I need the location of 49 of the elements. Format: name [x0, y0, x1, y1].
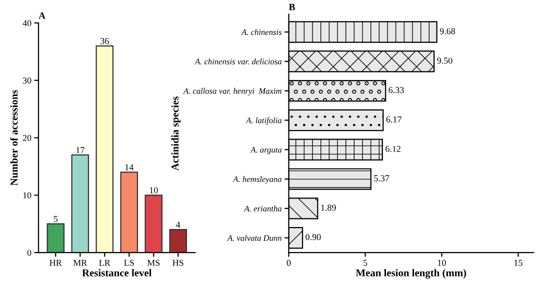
x-axis-title: Resistance level	[82, 269, 152, 276]
data-label: 10	[150, 187, 158, 194]
y-tick-label: 20	[22, 134, 32, 141]
y-tick-label: 10	[23, 192, 32, 198]
chart-title: B	[288, 4, 295, 10]
x-tick-label: HR	[50, 260, 62, 266]
y-tick-label: A. chinensis	[241, 29, 282, 36]
bar	[120, 172, 138, 253]
y-tick-label: A. arguta	[250, 147, 282, 154]
y-tick-label: A. eriantha	[244, 206, 282, 212]
data-label: 36	[100, 38, 109, 44]
x-tick-label: HS	[172, 260, 184, 266]
data-label: 9.50	[437, 58, 452, 64]
bar	[96, 45, 114, 253]
data-label: 0.90	[306, 234, 321, 240]
y-tick-label: A. callosa var. henryi Maxim	[182, 88, 282, 96]
data-label: 14	[125, 164, 134, 170]
y-tick-label: A. hemsleyana	[232, 176, 282, 184]
x-tick-label: LR	[99, 260, 110, 266]
y-tick-label: 40	[22, 20, 32, 26]
data-label: 6.17	[386, 116, 402, 123]
bar	[46, 223, 65, 253]
bar	[144, 194, 162, 253]
x-tick-label: 15	[514, 260, 522, 266]
x-tick-label: 5	[364, 260, 368, 266]
data-label: 17	[76, 147, 84, 154]
y-tick-label: 30	[22, 77, 32, 84]
x-tick-label: MR	[73, 260, 88, 266]
data-label: 4	[176, 222, 180, 228]
data-label: 1.89	[321, 204, 336, 211]
x-tick-label: LS	[124, 260, 134, 266]
y-tick-label: A. valvata Dunn	[226, 234, 282, 241]
bar	[71, 154, 90, 253]
bar	[169, 229, 187, 253]
x-tick-label: 10	[438, 260, 446, 266]
data-label: 5	[54, 216, 58, 222]
y-tick-label: A. latifolia	[246, 117, 282, 125]
x-tick-label: MS	[147, 260, 160, 266]
data-label: 6.33	[388, 87, 404, 94]
chart-title: A	[38, 12, 46, 19]
data-label: 6.12	[386, 146, 400, 152]
data-label: 9.68	[440, 28, 456, 34]
y-axis-title: Number of accessions	[10, 90, 18, 186]
y-axis-title: Actinidia species	[171, 96, 181, 171]
y-tick-label: 0	[27, 250, 32, 256]
y-tick-label: A. chinensis var. deliciosa	[194, 58, 282, 64]
x-tick-label: 0	[286, 260, 291, 266]
data-label: 5.37	[374, 175, 390, 182]
x-axis-title: Mean lesion length (mm)	[356, 269, 466, 279]
